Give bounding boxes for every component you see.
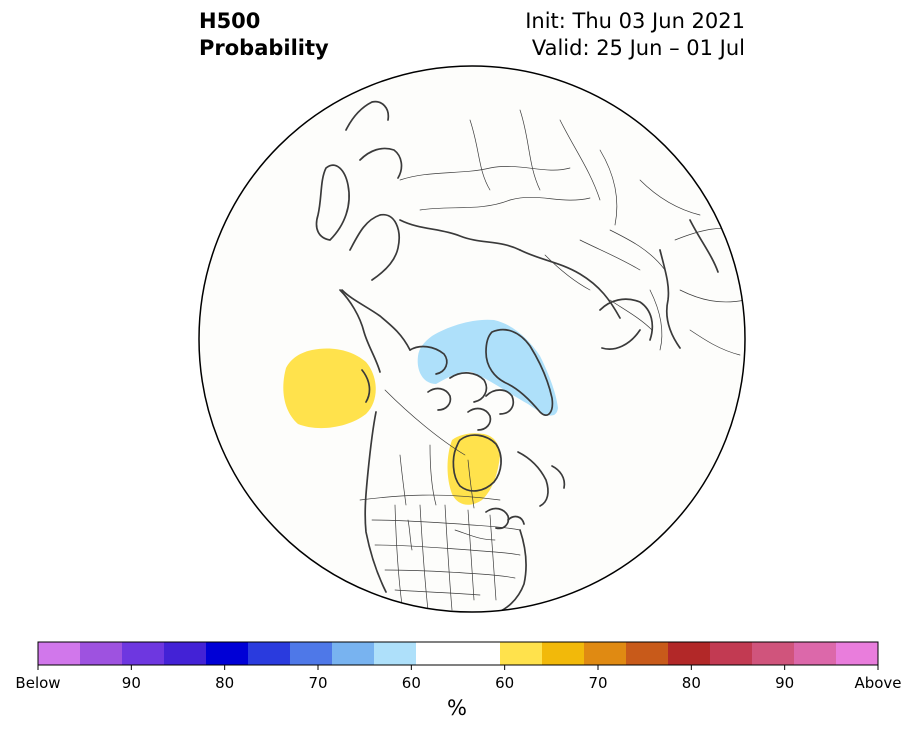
valid-range-label: Valid: 25 Jun – 01 Jul — [531, 36, 745, 60]
colorbar-tick-label: 90 — [121, 674, 141, 692]
colorbar-tick-label: Below — [15, 674, 61, 692]
colorbar-cell — [458, 642, 501, 665]
colorbar-tick-label: 80 — [681, 674, 701, 692]
globe-outline — [198, 65, 746, 613]
field-label: H500 — [199, 9, 261, 33]
greenland-below-normal — [417, 319, 558, 416]
colorbar-tick-label: 70 — [588, 674, 608, 692]
colorbar-cell — [626, 642, 669, 665]
init-date-label: Init: Thu 03 Jun 2021 — [525, 9, 745, 33]
chart-title-left: H500 Probability — [199, 8, 329, 62]
colorbar-units-label: % — [447, 696, 467, 720]
colorbar-frame — [37, 641, 879, 666]
colorbar-cell — [122, 642, 165, 665]
colorbar-cell — [248, 642, 291, 665]
colorbar-tick-label: Above — [854, 674, 902, 692]
political-borders — [359, 109, 745, 611]
colorbar-tick-label: 90 — [775, 674, 795, 692]
colorbar-tick-label: 60 — [401, 674, 421, 692]
colorbar — [37, 641, 879, 670]
colorbar-cell — [290, 642, 333, 665]
product-label: Probability — [199, 36, 329, 60]
colorbar-cell — [500, 642, 543, 665]
coastlines — [315, 100, 719, 612]
chart-title-right: Init: Thu 03 Jun 2021 Valid: 25 Jun – 01… — [525, 8, 745, 62]
colorbar-tick-label: 70 — [308, 674, 328, 692]
colorbar-cell — [584, 642, 627, 665]
north-pacific-above-normal — [283, 348, 376, 429]
colorbar-cell — [542, 642, 585, 665]
colorbar-cell — [38, 642, 81, 665]
colorbar-tick-label: 60 — [495, 674, 515, 692]
colorbar-cell — [206, 642, 249, 665]
colorbar-cell — [416, 642, 459, 665]
colorbar-cell — [668, 642, 711, 665]
colorbar-cell — [710, 642, 753, 665]
colorbar-cell — [794, 642, 837, 665]
colorbar-cell — [836, 642, 879, 665]
colorbar-cell — [332, 642, 375, 665]
colorbar-cell — [164, 642, 207, 665]
colorbar-tick-label: 80 — [215, 674, 235, 692]
colorbar-cell — [374, 642, 417, 665]
polar-map — [198, 65, 746, 613]
colorbar-cell — [752, 642, 795, 665]
colorbar-cell — [80, 642, 123, 665]
